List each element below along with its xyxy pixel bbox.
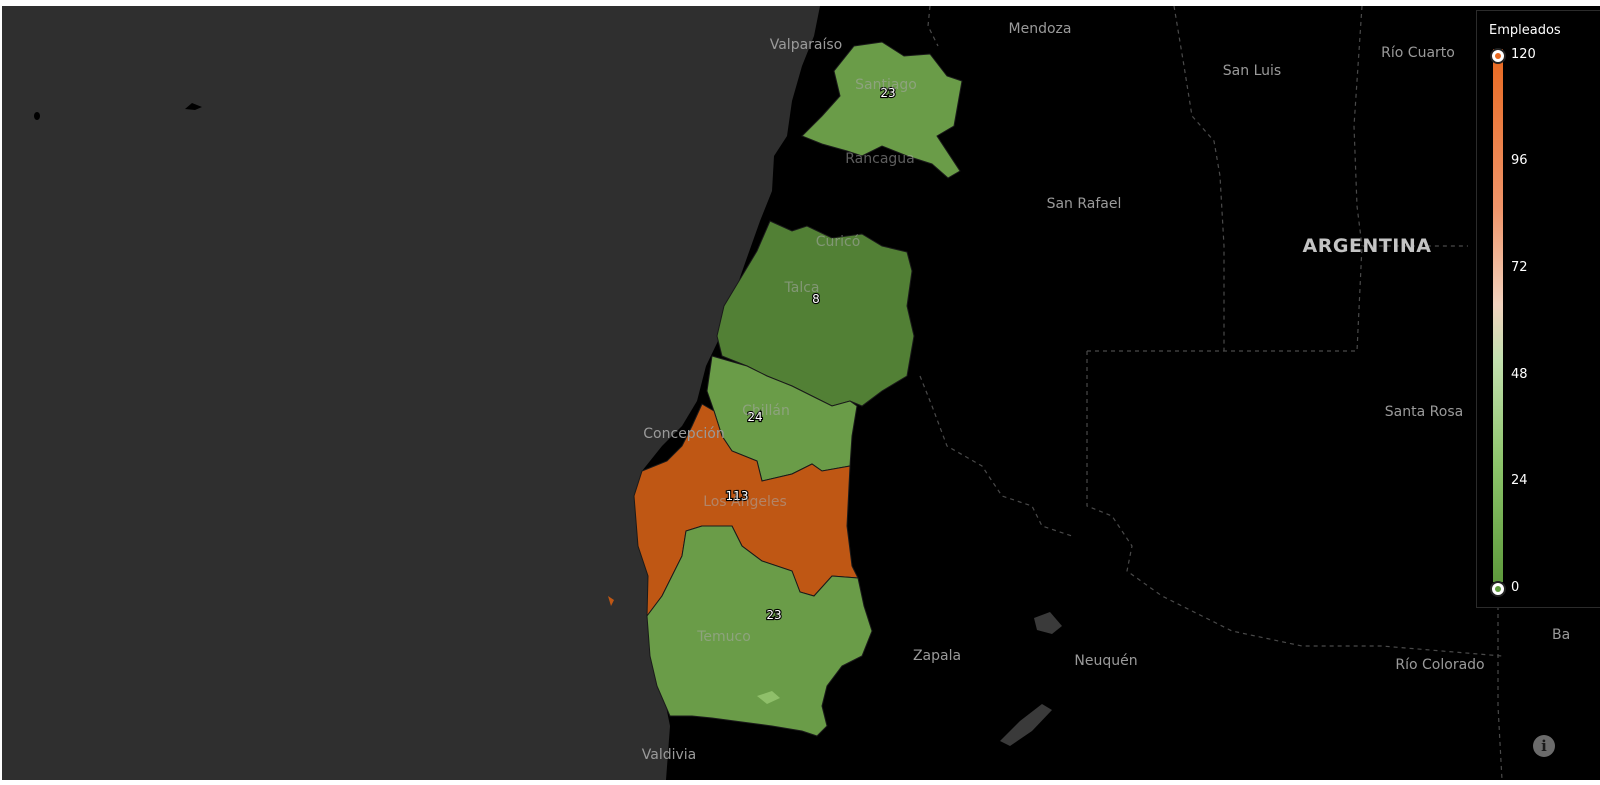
borders	[919, 6, 1503, 780]
ocean	[2, 6, 820, 780]
city-labels: Valparaíso Mendoza Santiago Rancagua San…	[642, 21, 1570, 763]
legend-max-handle[interactable]	[1490, 48, 1506, 64]
legend-tick: 96	[1511, 153, 1528, 168]
country-label-argentina: ARGENTINA	[1303, 235, 1432, 257]
city-valdivia: Valdivia	[642, 747, 697, 763]
city-santiago: Santiago	[855, 77, 917, 93]
value-label-santiago: 23	[880, 86, 895, 100]
legend-tick: 24	[1511, 473, 1528, 488]
city-santa-rosa: Santa Rosa	[1385, 404, 1463, 420]
region-araucania[interactable]	[646, 525, 873, 737]
map-canvas[interactable]: 23 8 24 113 23 Valparaíso Mendoza Santia…	[2, 6, 1600, 780]
city-los-angeles: Los Ángeles	[703, 493, 787, 510]
city-mendoza: Mendoza	[1009, 21, 1072, 37]
region-santiago[interactable]	[801, 41, 963, 179]
regions	[633, 41, 963, 737]
city-rio-cuarto: Río Cuarto	[1381, 45, 1455, 61]
city-rancagua: Rancagua	[845, 151, 915, 167]
city-concepcion: Concepción	[643, 426, 724, 442]
city-rio-colorado: Río Colorado	[1395, 657, 1484, 673]
city-talca: Talca	[784, 280, 820, 296]
map-container[interactable]: 23 8 24 113 23 Valparaíso Mendoza Santia…	[2, 6, 1600, 780]
city-curico: Curicó	[816, 234, 861, 250]
city-neuquen: Neuquén	[1074, 653, 1137, 669]
lake-temuco	[757, 691, 780, 704]
region-maule[interactable]	[716, 220, 915, 407]
island-orange	[608, 596, 614, 606]
island	[34, 112, 40, 120]
value-label-nuble: 24	[747, 410, 762, 424]
city-zapala: Zapala	[913, 648, 961, 664]
island	[185, 103, 202, 110]
color-legend: Empleados 120 96 72 48 24 0	[1476, 10, 1600, 608]
city-ba: Ba	[1552, 627, 1570, 643]
legend-tick: 0	[1511, 580, 1520, 595]
value-labels: 23 8 24 113 23	[724, 85, 896, 623]
city-chillan: Chillán	[742, 403, 790, 419]
legend-gradient-bar	[1493, 49, 1503, 582]
city-temuco: Temuco	[696, 629, 751, 645]
legend-tick: 48	[1511, 367, 1528, 382]
value-label-maule: 8	[812, 292, 820, 306]
lake	[1000, 704, 1052, 746]
info-icon[interactable]: i	[1533, 735, 1555, 757]
legend-title: Empleados	[1489, 23, 1561, 38]
lake	[1034, 612, 1062, 634]
city-san-rafael: San Rafael	[1047, 196, 1122, 212]
city-san-luis: San Luis	[1223, 63, 1281, 79]
city-valparaiso: Valparaíso	[770, 37, 843, 53]
value-label-biobio: 113	[726, 489, 749, 503]
legend-tick: 72	[1511, 260, 1528, 275]
legend-tick: 120	[1511, 47, 1536, 62]
legend-min-handle[interactable]	[1490, 581, 1506, 597]
value-label-araucania: 23	[766, 608, 781, 622]
